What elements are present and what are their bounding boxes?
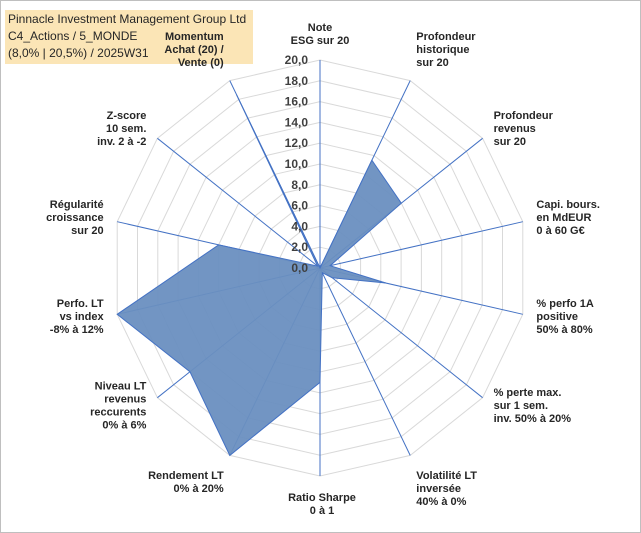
fund-stats: (8,0% | 20,5%) / 2025W31 (8, 46, 149, 60)
axis-label: % perte max. sur 1 sem. inv. 50% à 20% (494, 387, 572, 425)
fund-category: C4_Actions / 5_MONDE (8, 29, 138, 43)
series-area (116, 94, 402, 457)
radar-spoke (319, 267, 411, 456)
radar-spoke (319, 221, 523, 269)
axis-label: Volatilité LT inversée 40% à 0% (416, 470, 477, 508)
tick-label: 2,0 (291, 240, 308, 254)
tick-label: 0,0 (291, 261, 308, 275)
tick-label: 12,0 (285, 136, 309, 150)
axis-label: Ratio Sharpe 0 à 1 (288, 492, 356, 517)
axis-label: Momentum Achat (20) / Vente (0) (164, 31, 224, 69)
radar-series (116, 94, 402, 457)
tick-label: 16,0 (285, 95, 309, 109)
axis-label: Niveau LT revenus reccurents 0% à 6% (90, 380, 147, 431)
fund-name: Pinnacle Investment Management Group Ltd (8, 12, 247, 26)
axis-label: % perfo 1A positive 50% à 80% (536, 298, 594, 336)
axis-label: Régularité croissance sur 20 (46, 199, 103, 237)
tick-label: 18,0 (285, 74, 309, 88)
axis-label: Profondeur revenus sur 20 (494, 110, 554, 148)
info-box: Pinnacle Investment Management Group Ltd… (5, 10, 253, 64)
tick-label: 8,0 (291, 178, 308, 192)
axis-label: Note ESG sur 20 (291, 22, 350, 47)
radar-spoke (157, 137, 321, 269)
axis-label: Z-score 10 sem. inv. 2 à -2 (97, 110, 146, 148)
radar-tick-labels: 0,0 2,0 4,0 6,0 8,0 10,0 12,0 14,0 16,0 18,0 20,0 (285, 53, 309, 275)
axis-label: Perfo. LT vs index -8% à 12% (50, 298, 105, 336)
tick-label: 20,0 (285, 53, 309, 67)
radar-axis-labels: Note ESG sur 20 Profondeur historique sur 20… (46, 22, 600, 517)
tick-label: 14,0 (285, 115, 309, 129)
tick-label: 10,0 (285, 157, 309, 171)
radar-spoke (319, 267, 483, 399)
axis-label: Rendement LT 0% à 20% (148, 470, 224, 495)
tick-label: 4,0 (291, 219, 308, 233)
tick-label: 6,0 (291, 199, 308, 213)
axis-label: Capi. bours. en MdEUR 0 à 60 G€ (536, 199, 600, 237)
axis-label: Profondeur historique sur 20 (416, 31, 476, 69)
